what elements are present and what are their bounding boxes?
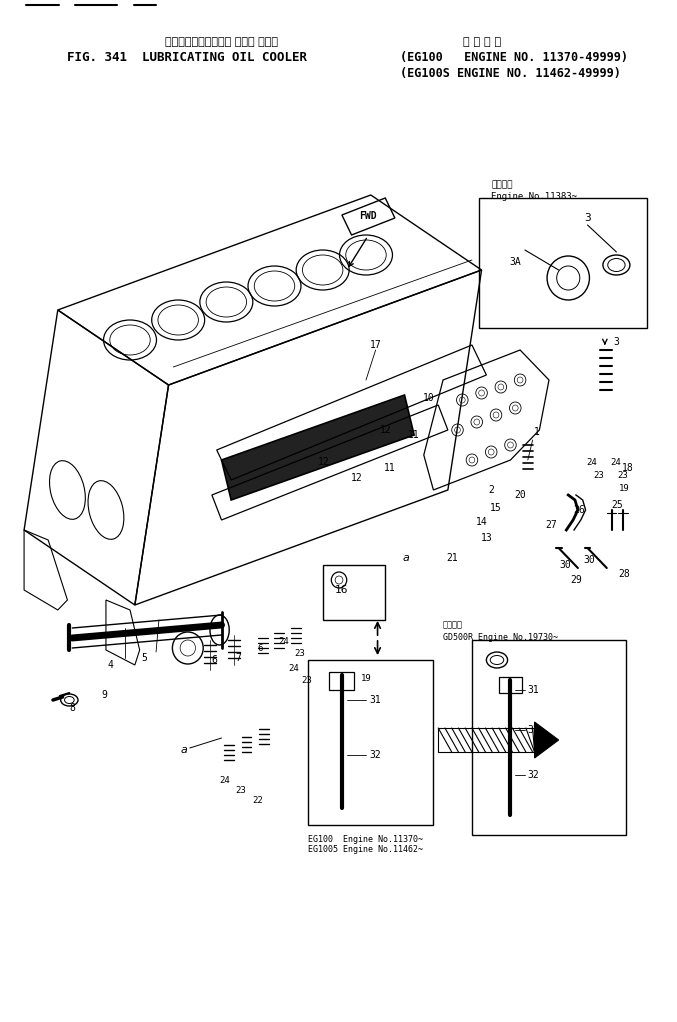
- Text: 30: 30: [584, 555, 595, 565]
- Text: 8: 8: [69, 703, 75, 713]
- Bar: [499, 677, 522, 693]
- Text: 26: 26: [573, 505, 585, 515]
- Text: a: a: [181, 745, 188, 755]
- Text: 14: 14: [476, 517, 487, 527]
- Text: 24: 24: [279, 637, 290, 646]
- Bar: [323, 565, 385, 620]
- Text: 20: 20: [515, 490, 526, 500]
- Text: 13: 13: [481, 533, 492, 543]
- Text: (EG100   ENGINE NO. 11370-49999): (EG100 ENGINE NO. 11370-49999): [399, 50, 628, 63]
- Text: 31: 31: [369, 695, 380, 705]
- Text: 12: 12: [318, 457, 330, 467]
- Text: 7: 7: [235, 653, 241, 663]
- Text: 適用号機: 適用号機: [492, 181, 512, 189]
- Bar: [479, 198, 647, 328]
- Text: 17: 17: [370, 340, 382, 350]
- Text: 12: 12: [351, 473, 362, 483]
- Text: 4: 4: [108, 660, 114, 670]
- Text: 11: 11: [385, 463, 396, 473]
- Text: 3: 3: [584, 213, 591, 223]
- Text: 3A: 3A: [509, 257, 521, 267]
- Text: 9: 9: [101, 690, 107, 700]
- Text: Engine No.11383~: Engine No.11383~: [492, 191, 577, 200]
- Polygon shape: [535, 722, 559, 758]
- Text: 19: 19: [361, 673, 372, 683]
- Text: a: a: [403, 553, 410, 563]
- Text: ルーブリケーティング オイル クーラ: ルーブリケーティング オイル クーラ: [165, 37, 278, 47]
- Text: 6: 6: [211, 655, 217, 665]
- Text: 10: 10: [422, 393, 435, 403]
- Text: 11: 11: [408, 430, 420, 440]
- Text: EG100  Engine No.11370~
EG1005 Engine No.11462~: EG100 Engine No.11370~ EG1005 Engine No.…: [308, 835, 423, 854]
- Text: FIG. 341  LUBRICATING OIL COOLER: FIG. 341 LUBRICATING OIL COOLER: [68, 50, 307, 63]
- Text: 24: 24: [586, 458, 596, 466]
- Text: 32: 32: [528, 770, 540, 780]
- Bar: [438, 728, 535, 752]
- Text: 3: 3: [613, 337, 619, 347]
- Text: 29: 29: [570, 575, 582, 585]
- Text: 24: 24: [610, 458, 621, 466]
- Text: (EG100S ENGINE NO. 11462-49999): (EG100S ENGINE NO. 11462-49999): [399, 66, 621, 80]
- Text: GD500R Engine No.19730~: GD500R Engine No.19730~: [443, 633, 558, 642]
- Bar: [308, 660, 433, 825]
- Text: 適用号機: 適用号機: [443, 620, 463, 630]
- Text: 22: 22: [253, 795, 263, 804]
- Text: 24: 24: [288, 663, 299, 672]
- Text: 23: 23: [594, 470, 605, 479]
- Text: 23: 23: [618, 470, 628, 479]
- Text: 31: 31: [528, 685, 540, 695]
- Text: 33: 33: [528, 725, 540, 735]
- Text: 5: 5: [141, 653, 148, 663]
- Polygon shape: [221, 394, 414, 500]
- Text: 32: 32: [369, 750, 380, 760]
- Text: 30: 30: [559, 560, 571, 570]
- Text: 24: 24: [219, 776, 230, 785]
- Text: 27: 27: [545, 520, 556, 530]
- Text: 23: 23: [294, 649, 305, 657]
- Bar: [330, 672, 355, 690]
- Text: 23: 23: [236, 786, 246, 794]
- Text: 25: 25: [611, 500, 624, 510]
- Text: 1: 1: [533, 427, 540, 437]
- Text: 21: 21: [447, 553, 458, 563]
- Text: 12: 12: [379, 425, 391, 435]
- Bar: [472, 640, 626, 835]
- Text: 適 用 号 機: 適 用 号 機: [462, 37, 500, 47]
- Text: FWD: FWD: [359, 211, 376, 221]
- Text: 15: 15: [490, 503, 502, 513]
- Text: 19: 19: [619, 483, 630, 493]
- Text: 28: 28: [618, 569, 630, 579]
- Text: 16: 16: [335, 585, 349, 595]
- Text: 6: 6: [257, 644, 263, 652]
- Text: 18: 18: [622, 463, 634, 473]
- Text: 2: 2: [488, 485, 494, 495]
- Text: 23: 23: [301, 676, 311, 685]
